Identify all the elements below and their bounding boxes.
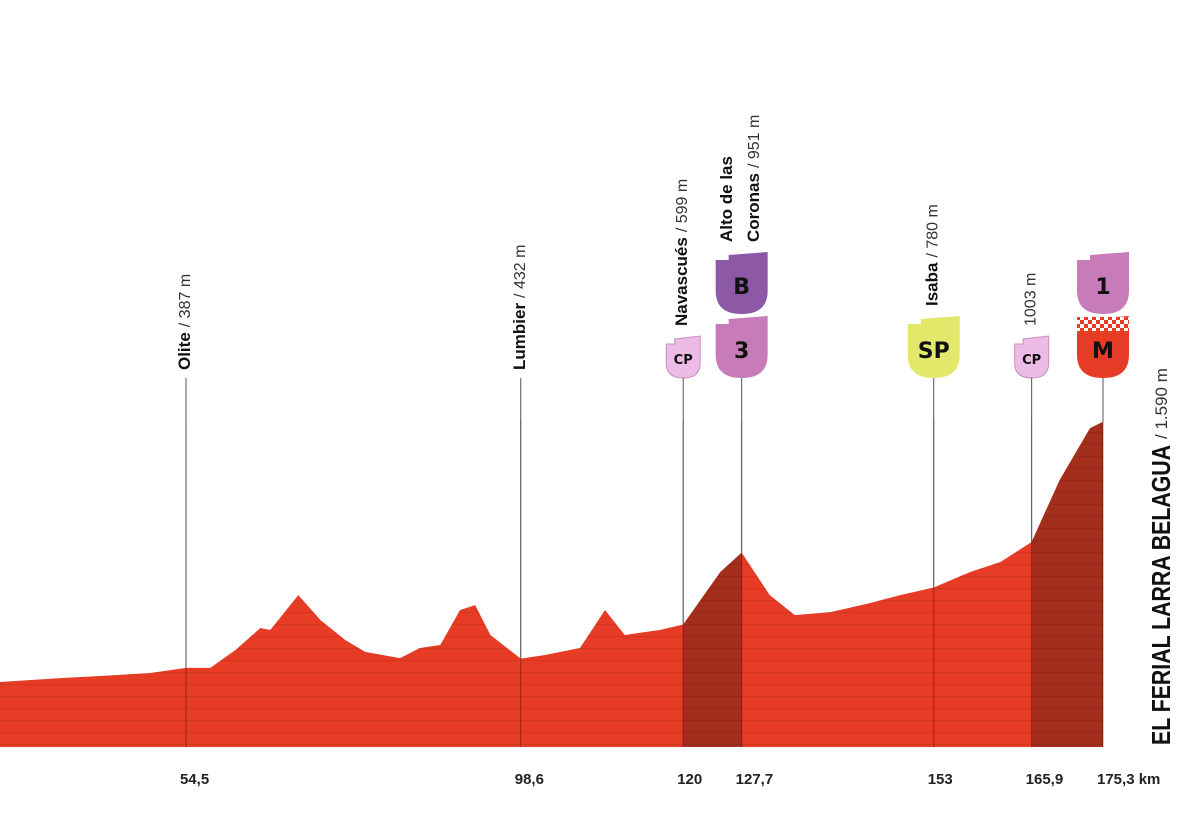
badge-shape xyxy=(715,316,768,378)
badge-label: SP xyxy=(918,339,950,364)
waypoint-elevation: / 951 m xyxy=(746,115,763,168)
waypoint-elevation: / 780 m xyxy=(925,204,942,257)
badge: CP xyxy=(1014,335,1050,379)
badge: CP xyxy=(665,335,701,379)
waypoint-label: Olite / 387 m xyxy=(175,274,194,370)
waypoint-elevation: / 599 m xyxy=(674,179,691,232)
waypoint-label: 1003 m xyxy=(1023,273,1040,326)
elevation-stripes xyxy=(0,421,1103,747)
badge: SP xyxy=(907,316,960,378)
badge-shape xyxy=(715,252,768,314)
waypoint-name: Navascués xyxy=(673,237,692,326)
badge-shape xyxy=(665,335,701,379)
badge-shape xyxy=(1077,316,1129,378)
badge-shape xyxy=(907,316,960,378)
badge-label: CP xyxy=(674,353,693,368)
x-tick-label: 165,9 xyxy=(1026,771,1064,788)
finish-label: EL FERIAL LARRA BELAGUA / 1.590 m xyxy=(1146,368,1176,745)
badge-label: B xyxy=(733,275,750,300)
x-tick-label: 127,7 xyxy=(736,771,774,788)
waypoint-label: Isaba / 780 m xyxy=(923,204,942,306)
x-tick-label: 175,3 km xyxy=(1097,771,1160,788)
badge-shape xyxy=(1014,335,1050,379)
finish-elevation: / 1.590 m xyxy=(1152,368,1171,439)
x-tick-label: 98,6 xyxy=(515,771,544,788)
waypoint-label: Navascués / 599 m xyxy=(673,179,692,326)
waypoint-name: Lumbier xyxy=(510,303,529,370)
waypoint-elevation: / 387 m xyxy=(177,274,194,327)
x-tick-label: 153 xyxy=(928,771,953,788)
waypoint-label: Alto de las xyxy=(718,156,737,242)
badge-shape xyxy=(1077,252,1129,314)
badge-label: M xyxy=(1092,339,1114,364)
waypoint-name: Isaba xyxy=(923,262,942,306)
x-tick-label: 54,5 xyxy=(180,771,209,788)
waypoint-name: Coronas xyxy=(745,173,764,242)
badge: M xyxy=(1077,316,1129,378)
badge-label: 1 xyxy=(1095,275,1110,300)
x-tick-label: 120 xyxy=(677,771,702,788)
waypoint-name: Olite xyxy=(175,332,194,370)
waypoint-elevation: 1003 m xyxy=(1023,273,1040,326)
badge: B xyxy=(715,252,768,314)
waypoint-label: Lumbier / 432 m xyxy=(510,245,529,370)
badge-label: 3 xyxy=(734,339,749,364)
waypoint-elevation: / 432 m xyxy=(512,245,529,298)
badge-checker xyxy=(1077,317,1129,331)
waypoint-name: Alto de las xyxy=(718,156,737,242)
waypoint-label: Coronas / 951 m xyxy=(745,115,764,242)
badge: 3 xyxy=(715,316,768,378)
finish-name: EL FERIAL LARRA BELAGUA xyxy=(1146,445,1176,745)
badge: 1 xyxy=(1077,252,1129,314)
badge-label: CP xyxy=(1022,353,1041,368)
